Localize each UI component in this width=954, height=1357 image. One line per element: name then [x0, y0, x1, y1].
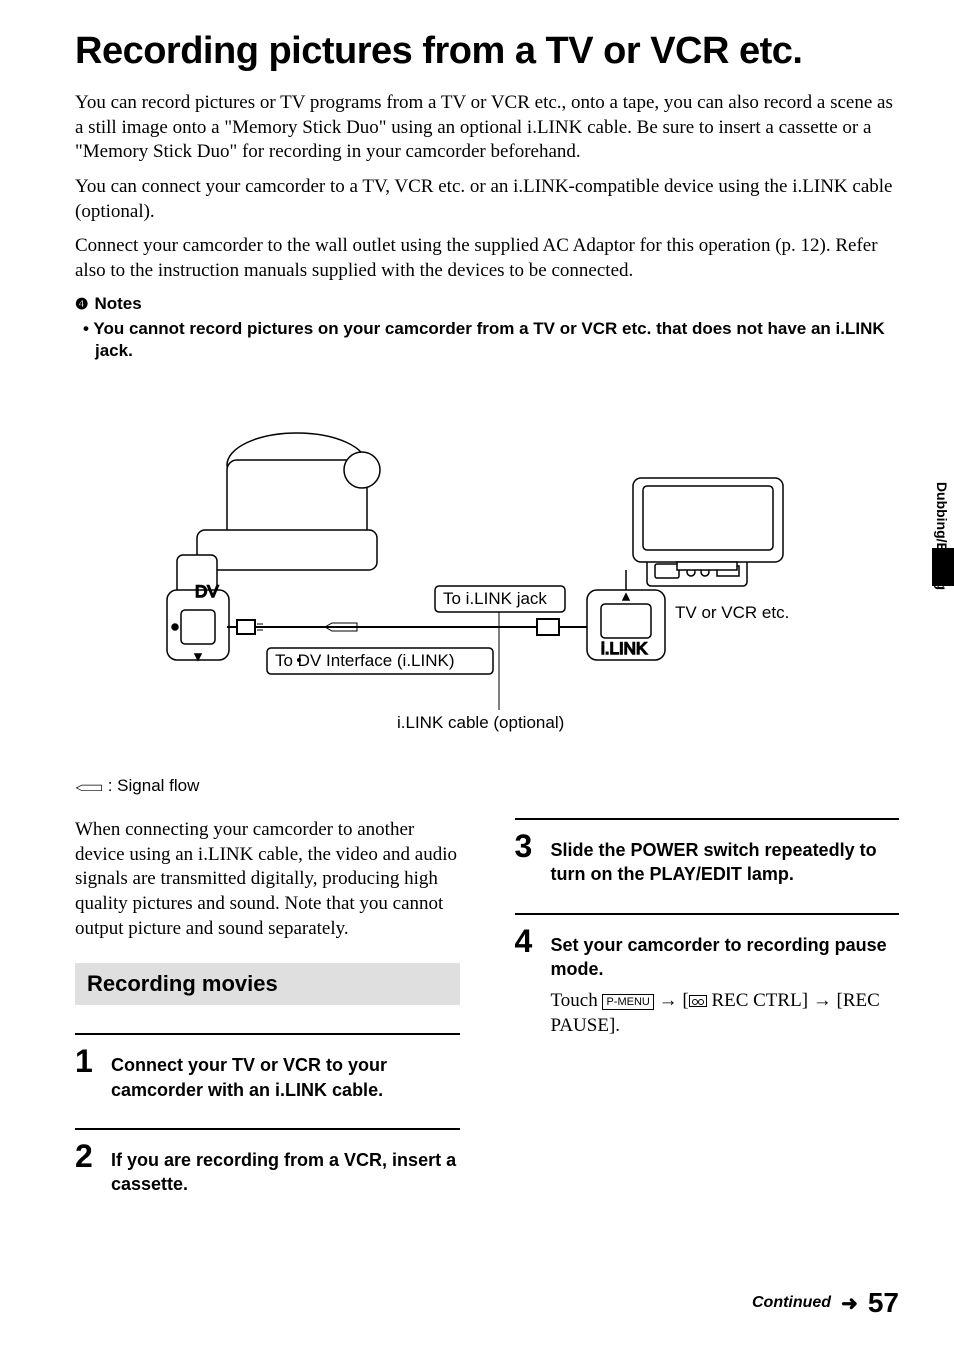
notes-heading: Notes — [75, 294, 899, 314]
dv-label: DV — [195, 582, 219, 601]
page-footer: Continued ➜ 57 — [752, 1287, 899, 1319]
intro-paragraph-2: You can connect your camcorder to a TV, … — [75, 175, 899, 224]
step-text: If you are recording from a VCR, insert … — [111, 1140, 460, 1197]
intro-paragraph-1: You can record pictures or TV programs f… — [75, 91, 899, 165]
connection-description: When connecting your camcorder to anothe… — [75, 818, 460, 941]
continued-label: Continued — [752, 1294, 831, 1312]
connection-diagram: DV To DV Interface (i.LINK) To i.LINK ja… — [75, 390, 899, 770]
ilink-label: i.LINK — [601, 639, 648, 658]
intro-paragraph-3: Connect your camcorder to the wall outle… — [75, 234, 899, 283]
step-text: Slide the POWER switch repeatedly to tur… — [551, 830, 900, 887]
section-heading: Recording movies — [75, 963, 460, 1005]
step-2: 2 If you are recording from a VCR, inser… — [75, 1128, 460, 1197]
step-text: Set your camcorder to recording pause mo… — [551, 925, 900, 1039]
pmenu-icon: P-MENU — [602, 994, 653, 1010]
step-3: 3 Slide the POWER switch repeatedly to t… — [515, 818, 900, 887]
signal-flow-legend: : Signal flow — [75, 776, 899, 796]
continued-arrow-icon: ➜ — [841, 1291, 858, 1316]
note-item: You cannot record pictures on your camco… — [75, 318, 899, 362]
step-1: 1 Connect your TV or VCR to your camcord… — [75, 1033, 460, 1102]
step-extra-instruction: Touch P-MENU → [ REC CTRL] → [REC PAUSE]… — [551, 989, 900, 1038]
cable-caption: i.LINK cable (optional) — [397, 713, 564, 732]
left-column: When connecting your camcorder to anothe… — [75, 818, 460, 1223]
tv-vcr-label: TV or VCR etc. — [675, 603, 789, 622]
step-number: 4 — [515, 925, 541, 1039]
tape-icon — [689, 995, 707, 1007]
side-tab-label: Dubbing/Editing — [934, 482, 950, 590]
step-number: 3 — [515, 830, 541, 887]
step-text: Connect your TV or VCR to your camcorder… — [111, 1045, 460, 1102]
step-4: 4 Set your camcorder to recording pause … — [515, 913, 900, 1039]
signal-flow-text: : Signal flow — [108, 776, 200, 795]
to-dv-interface-label: To DV Interface (i.LINK) — [275, 651, 455, 670]
page-number: 57 — [868, 1287, 899, 1319]
step-number: 1 — [75, 1045, 101, 1102]
step-number: 2 — [75, 1140, 101, 1197]
to-ilink-jack-label: To i.LINK jack — [443, 589, 547, 608]
page-title: Recording pictures from a TV or VCR etc. — [75, 30, 899, 73]
right-column: 3 Slide the POWER switch repeatedly to t… — [515, 818, 900, 1223]
